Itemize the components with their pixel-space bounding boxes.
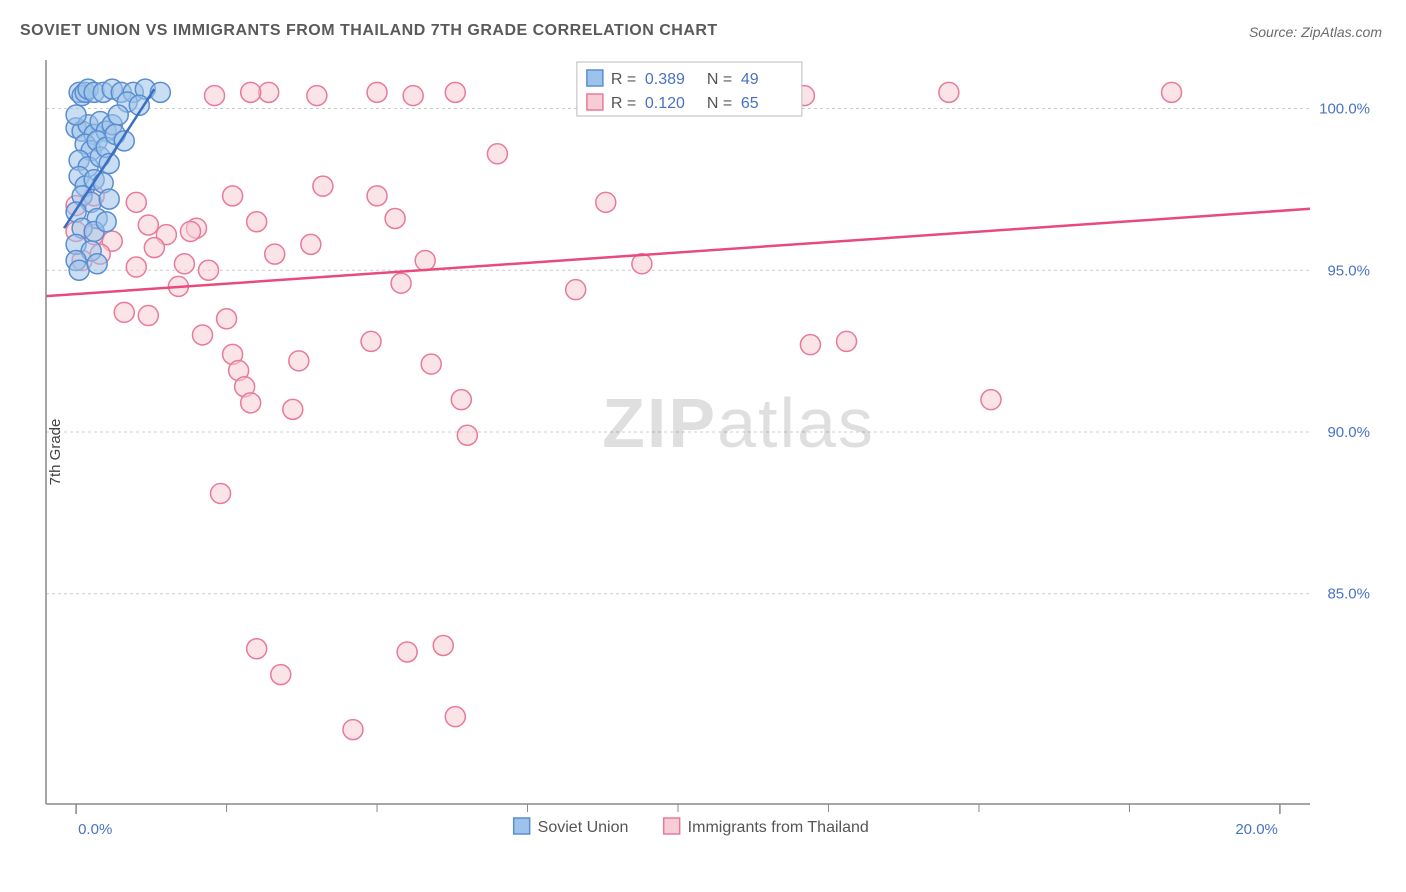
scatter-chart: ZIPatlas 0.0% 20.0% 85.0% 90.0% 95.0% 100.0% R … [40, 56, 1380, 848]
x-tick-label: 0.0% [78, 821, 112, 838]
series-b-point [247, 639, 267, 659]
series-b-point [457, 425, 477, 445]
source-attribution: Source: ZipAtlas.com [1249, 24, 1382, 40]
series-b-point [421, 354, 441, 374]
legend-n-label: N = [707, 71, 732, 88]
series-b-point [223, 186, 243, 206]
legend-swatch-b [587, 94, 603, 110]
series-b-point [289, 351, 309, 371]
series-b-point [397, 642, 417, 662]
series-b-point [837, 331, 857, 351]
series-b-point [283, 399, 303, 419]
series-b-point [241, 393, 261, 413]
series-b-point [939, 82, 959, 102]
plot-container: 7th Grade ZIPatlas 0.0% 20.0% 85.0% 90.0% 95.… [40, 56, 1380, 848]
series-b-point [632, 254, 652, 274]
series-b-point [445, 707, 465, 727]
legend-n-value-b: 65 [741, 95, 759, 112]
legend-n-label: N = [707, 95, 732, 112]
series-b-point [192, 325, 212, 345]
series-a-point [69, 260, 89, 280]
y-axis-label: 7th Grade [47, 419, 64, 486]
series-b-point [391, 273, 411, 293]
series-b-point [144, 238, 164, 258]
legend-r-label: R = [611, 71, 636, 88]
series-b-point [126, 192, 146, 212]
series-b-point [199, 260, 219, 280]
series-b-point [180, 221, 200, 241]
series-b-point [265, 244, 285, 264]
series-b-point [800, 335, 820, 355]
series-b-point [313, 176, 333, 196]
series-b-point [367, 82, 387, 102]
series-b-point [451, 390, 471, 410]
legend-r-value-a: 0.389 [645, 71, 685, 88]
series-b-point [433, 635, 453, 655]
series-b-point [361, 331, 381, 351]
series-b-trend-line [46, 209, 1310, 296]
series-b-point [301, 234, 321, 254]
series-b-point [445, 82, 465, 102]
series-a-point [99, 189, 119, 209]
series-b-point [596, 192, 616, 212]
series-a-point [87, 254, 107, 274]
series-b-point [981, 390, 1001, 410]
series-b-point [138, 306, 158, 326]
series-b-point [403, 86, 423, 106]
bottom-legend-swatch-a [514, 818, 530, 834]
y-tick-label: 85.0% [1327, 586, 1370, 603]
series-b-point [259, 82, 279, 102]
series-b-point [487, 144, 507, 164]
series-a-point [96, 212, 116, 232]
series-b-point [241, 82, 261, 102]
series-b-point [205, 86, 225, 106]
series-b-point [566, 280, 586, 300]
series-b-point [271, 665, 291, 685]
series-b-point [415, 251, 435, 271]
series-b-point [343, 720, 363, 740]
watermark: ZIPatlas [602, 384, 875, 462]
bottom-legend-label-b: Immigrants from Thailand [688, 819, 869, 836]
legend-r-label: R = [611, 95, 636, 112]
series-a-point [66, 105, 86, 125]
series-b-point [217, 309, 237, 329]
series-b-point [1162, 82, 1182, 102]
series-b-point [126, 257, 146, 277]
y-tick-label: 100.0% [1319, 101, 1370, 118]
y-tick-label: 90.0% [1327, 424, 1370, 441]
series-b-point [307, 86, 327, 106]
legend-swatch-a [587, 70, 603, 86]
bottom-legend-swatch-b [664, 818, 680, 834]
x-tick-label: 20.0% [1235, 821, 1278, 838]
series-b-point [247, 212, 267, 232]
legend-r-value-b: 0.120 [645, 95, 685, 112]
series-b-point [114, 302, 134, 322]
chart-title: SOVIET UNION VS IMMIGRANTS FROM THAILAND… [20, 22, 718, 40]
legend-n-value-a: 49 [741, 71, 759, 88]
series-b-point [367, 186, 387, 206]
y-tick-label: 95.0% [1327, 262, 1370, 279]
bottom-legend-label-a: Soviet Union [538, 819, 629, 836]
series-b-point [385, 209, 405, 229]
series-a-point [108, 105, 128, 125]
series-b-point [138, 215, 158, 235]
series-b-point [174, 254, 194, 274]
series-b-point [211, 483, 231, 503]
